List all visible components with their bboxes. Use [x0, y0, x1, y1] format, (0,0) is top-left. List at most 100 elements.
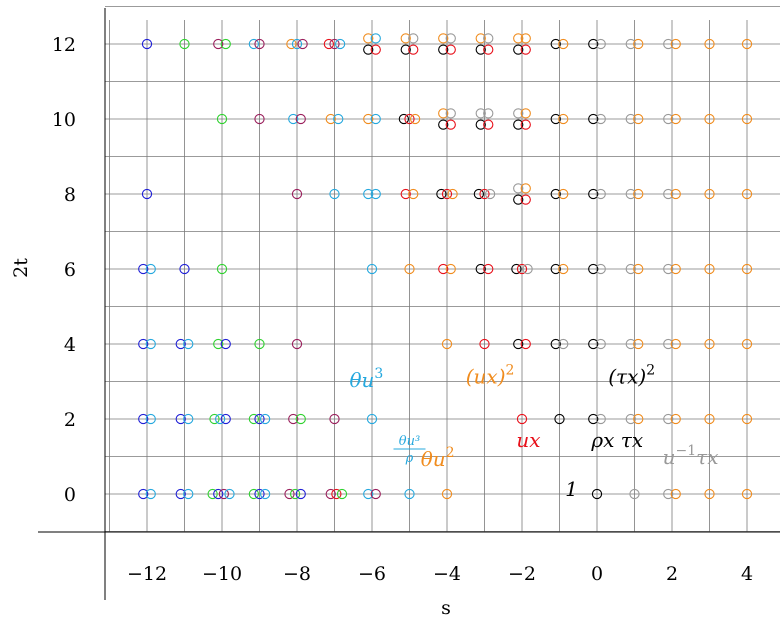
data-point	[291, 338, 303, 350]
data-point	[558, 188, 569, 200]
data-point	[588, 263, 599, 275]
data-point	[145, 338, 156, 350]
data-point	[370, 188, 381, 200]
data-point	[550, 263, 561, 275]
data-point	[145, 263, 156, 275]
data-point	[409, 113, 421, 125]
y-tick-label: 4	[64, 334, 76, 356]
data-point	[704, 263, 715, 275]
data-point	[475, 33, 486, 44]
annotations: θu3 (ux)2 (τx)2 θu³ ρ θu2 ux ρx τx u−1τx 1	[350, 362, 719, 501]
annotation-numerator: θu³	[399, 434, 420, 449]
data-point	[663, 488, 674, 500]
data-point	[483, 263, 494, 275]
annotation-fraction: θu³ ρ	[393, 434, 426, 466]
data-point	[138, 338, 149, 350]
data-point	[220, 413, 231, 425]
data-point	[550, 113, 561, 125]
data-point	[513, 119, 524, 130]
data-point	[288, 413, 299, 425]
data-point	[520, 119, 531, 130]
data-point	[329, 38, 340, 50]
data-point	[704, 188, 715, 200]
data-point	[224, 488, 235, 500]
data-point	[254, 338, 265, 350]
data-point	[363, 488, 374, 500]
data-point	[741, 488, 753, 500]
data-point	[333, 113, 344, 125]
data-point	[254, 413, 265, 425]
y-axis-label: 2t	[10, 258, 32, 278]
data-point	[366, 263, 378, 275]
data-point	[558, 338, 569, 350]
data-points	[138, 33, 753, 500]
data-point	[259, 413, 271, 425]
data-point	[520, 44, 531, 55]
annotation-label: u−1τx	[663, 443, 719, 469]
data-point	[483, 108, 494, 119]
data-point	[141, 188, 153, 200]
data-point	[141, 38, 153, 50]
y-tick-label: 8	[64, 184, 76, 206]
data-point	[445, 263, 456, 275]
data-point	[520, 194, 531, 205]
data-point	[291, 38, 303, 50]
data-point	[363, 113, 374, 125]
data-point	[404, 488, 415, 500]
data-point	[550, 38, 561, 50]
data-point	[741, 38, 753, 50]
data-point	[516, 263, 528, 275]
data-point	[400, 188, 411, 200]
data-point	[663, 188, 674, 200]
data-point	[629, 488, 640, 500]
y-tick-label: 12	[52, 34, 76, 56]
data-point	[670, 413, 681, 425]
data-point	[218, 488, 230, 500]
data-point	[595, 188, 606, 200]
data-point	[513, 33, 524, 44]
data-point	[588, 188, 599, 200]
data-point	[513, 108, 524, 119]
annotation-label: 1	[565, 477, 578, 501]
data-point	[670, 113, 681, 125]
data-point	[295, 413, 306, 425]
data-point	[663, 338, 674, 350]
data-point	[663, 38, 674, 50]
data-point	[475, 263, 486, 275]
data-point	[633, 113, 644, 125]
data-point	[595, 38, 606, 50]
data-point	[479, 338, 490, 350]
data-point	[475, 44, 486, 55]
annotation-denominator: ρ	[405, 451, 414, 466]
data-point	[408, 188, 419, 200]
data-point	[297, 38, 308, 50]
data-point	[400, 44, 411, 55]
data-point	[288, 113, 299, 125]
data-point	[633, 188, 644, 200]
data-point	[588, 113, 599, 125]
y-tick-label: 0	[64, 484, 76, 506]
data-point	[633, 38, 644, 50]
x-tick-label: −2	[508, 563, 536, 585]
data-point	[704, 113, 715, 125]
data-point	[325, 488, 336, 500]
data-point	[220, 338, 231, 350]
data-point	[663, 413, 674, 425]
y-tick-label: 2	[64, 409, 76, 431]
data-point	[145, 488, 156, 500]
data-point	[741, 188, 753, 200]
data-point	[323, 38, 335, 50]
data-point	[670, 38, 681, 50]
data-point	[625, 263, 636, 275]
data-point	[325, 113, 336, 125]
data-point	[522, 263, 533, 275]
data-point	[520, 108, 531, 119]
data-point	[513, 194, 524, 205]
data-point	[704, 413, 715, 425]
data-point	[670, 338, 681, 350]
data-point	[138, 488, 149, 500]
data-point	[625, 413, 636, 425]
data-point	[520, 33, 531, 44]
data-point	[633, 413, 644, 425]
data-point	[558, 113, 569, 125]
